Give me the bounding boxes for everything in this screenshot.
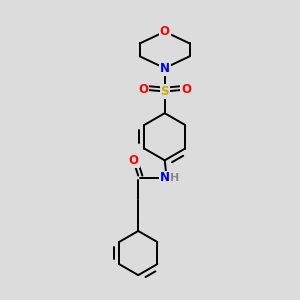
Text: O: O (129, 154, 139, 167)
Text: S: S (160, 85, 169, 98)
Text: O: O (139, 83, 148, 96)
Text: H: H (170, 173, 180, 183)
Text: N: N (160, 172, 170, 184)
Text: O: O (160, 25, 170, 38)
Text: N: N (160, 61, 170, 75)
Text: O: O (181, 83, 191, 96)
